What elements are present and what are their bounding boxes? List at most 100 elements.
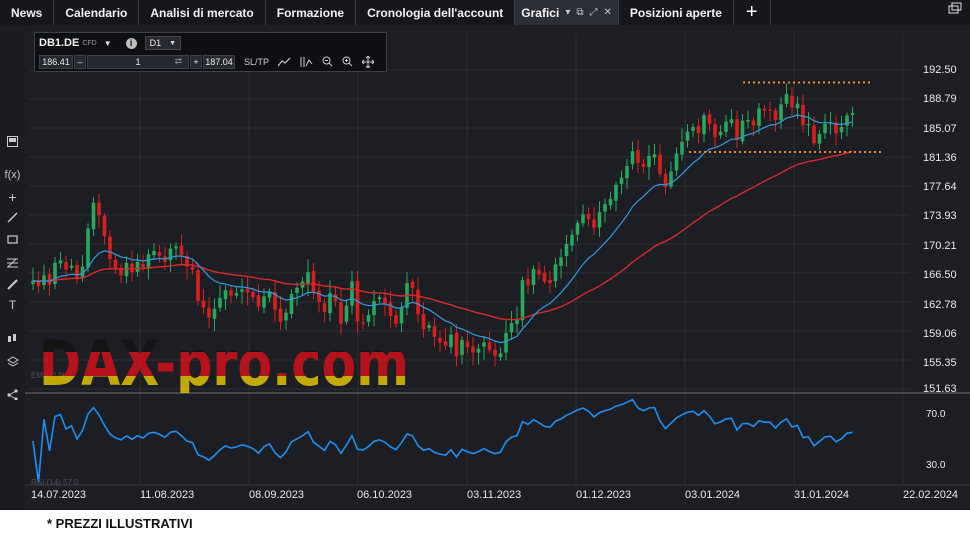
indicators-icon[interactable] [300, 56, 313, 67]
candle [350, 281, 354, 306]
quantity-increase-button[interactable]: + [190, 54, 202, 69]
close-tab-icon[interactable]: ✕ [603, 7, 612, 18]
fibonacci-icon[interactable] [3, 253, 22, 272]
expand-icon[interactable]: ⤢ [589, 7, 598, 18]
candle [108, 236, 112, 259]
watermark-logo: DAX-pro.com [39, 327, 409, 393]
quantity-decrease-button[interactable]: – [74, 54, 86, 69]
candle [487, 342, 492, 351]
pen-icon[interactable] [3, 275, 22, 294]
rsi-indicator-label: RSI (14) 57.0 [31, 478, 79, 487]
candle [823, 123, 827, 134]
candle [427, 325, 431, 328]
instrument-name[interactable]: DB1.DE [39, 37, 80, 49]
candles-icon[interactable] [3, 329, 22, 348]
quantity-input[interactable]: 1 ⇄ [87, 54, 189, 69]
candle [377, 297, 382, 300]
candle [273, 292, 277, 310]
timeframe-select[interactable]: D1 ▼ [144, 36, 181, 50]
instrument-caret-icon[interactable]: ▼ [103, 38, 112, 48]
tab-news[interactable]: News [0, 0, 55, 25]
tab-posizioni-aperte[interactable]: Posizioni aperte [619, 0, 734, 25]
y-tick: 192.50 [923, 64, 957, 76]
y-tick: 177.64 [923, 181, 957, 193]
text-tool-icon[interactable]: T [8, 297, 17, 312]
chart-panel-icon[interactable] [3, 132, 22, 151]
info-icon[interactable]: i [125, 37, 137, 49]
quantity-value: 1 [135, 56, 141, 67]
tab-calendario[interactable]: Calendario [54, 0, 140, 25]
candle [322, 303, 327, 312]
candle [718, 131, 723, 136]
restore-window-icon[interactable]: ⧉ [576, 7, 584, 18]
plus-label: + [193, 56, 199, 67]
y-tick: 181.36 [923, 152, 957, 164]
candle [669, 171, 673, 187]
candle [784, 94, 789, 104]
function-icon[interactable]: f(x) [4, 168, 21, 181]
candle [581, 214, 585, 224]
candle [141, 263, 145, 268]
chart-type-icon[interactable] [278, 57, 291, 67]
ask-price[interactable]: 187.04 [203, 54, 235, 69]
candle [724, 121, 728, 132]
tab-formazione[interactable]: Formazione [266, 0, 357, 25]
tab-analisi-di-mercato[interactable]: Analisi di mercato [139, 0, 266, 25]
candle [691, 126, 695, 131]
candle [636, 150, 640, 163]
candle [509, 322, 514, 333]
candle [366, 315, 371, 322]
rectangle-tool-icon[interactable] [3, 230, 22, 249]
bid-price[interactable]: 186.41 [39, 54, 73, 69]
candle [438, 338, 442, 343]
candle [361, 322, 365, 324]
candle [344, 305, 349, 322]
tab-grafici[interactable]: Grafici ▾ ⧉ ⤢ ✕ [515, 0, 619, 25]
candle [663, 174, 668, 188]
sltp-button[interactable]: SL/TP [244, 57, 269, 67]
plus-cross-icon[interactable]: + [8, 188, 17, 205]
y-tick: 159.06 [923, 328, 957, 340]
tab-label: Posizioni aperte [629, 5, 722, 20]
candle [520, 279, 525, 321]
window-restore-icon[interactable] [946, 2, 964, 16]
tab-label: News [11, 5, 43, 20]
line-tool-icon[interactable] [3, 208, 22, 227]
candle [548, 280, 552, 284]
y-tick: 170.21 [923, 240, 957, 252]
price-chart[interactable] [25, 25, 970, 510]
candle [608, 198, 613, 206]
candle [383, 297, 387, 304]
candle [179, 245, 184, 255]
candle [449, 334, 453, 348]
zoom-in-icon[interactable] [342, 56, 353, 67]
tab-menu-caret-icon[interactable]: ▾ [565, 7, 571, 18]
x-tick: 31.01.2024 [794, 489, 850, 501]
sltp-label: SL/TP [244, 56, 270, 67]
candle [751, 120, 756, 126]
x-tick: 06.10.2023 [357, 489, 413, 501]
candle [416, 289, 420, 315]
candle [757, 108, 761, 126]
candle [31, 280, 35, 284]
candle [284, 312, 288, 321]
zoom-out-icon[interactable] [322, 56, 333, 67]
candle [157, 252, 162, 256]
layers-icon[interactable] [3, 352, 22, 371]
candle [647, 155, 651, 168]
tab-cronologia-account[interactable]: Cronologia dell'account [356, 0, 516, 25]
footer [0, 510, 970, 534]
candle [388, 302, 393, 316]
chart-area[interactable] [25, 25, 970, 510]
candle [746, 119, 750, 122]
candle [196, 270, 200, 302]
candle [229, 290, 233, 296]
candle [806, 123, 811, 126]
y-tick: 166.50 [923, 269, 957, 281]
add-tab-button[interactable]: + [734, 0, 771, 25]
candle [97, 202, 101, 216]
share-icon[interactable] [3, 385, 22, 404]
chevron-down-icon: ▼ [169, 39, 177, 47]
crosshair-icon[interactable] [362, 55, 375, 68]
trade-toolbar: DB1.DE CFD ▼ i D1 ▼ 186.41 – 1 ⇄ + 187.0… [34, 32, 387, 72]
